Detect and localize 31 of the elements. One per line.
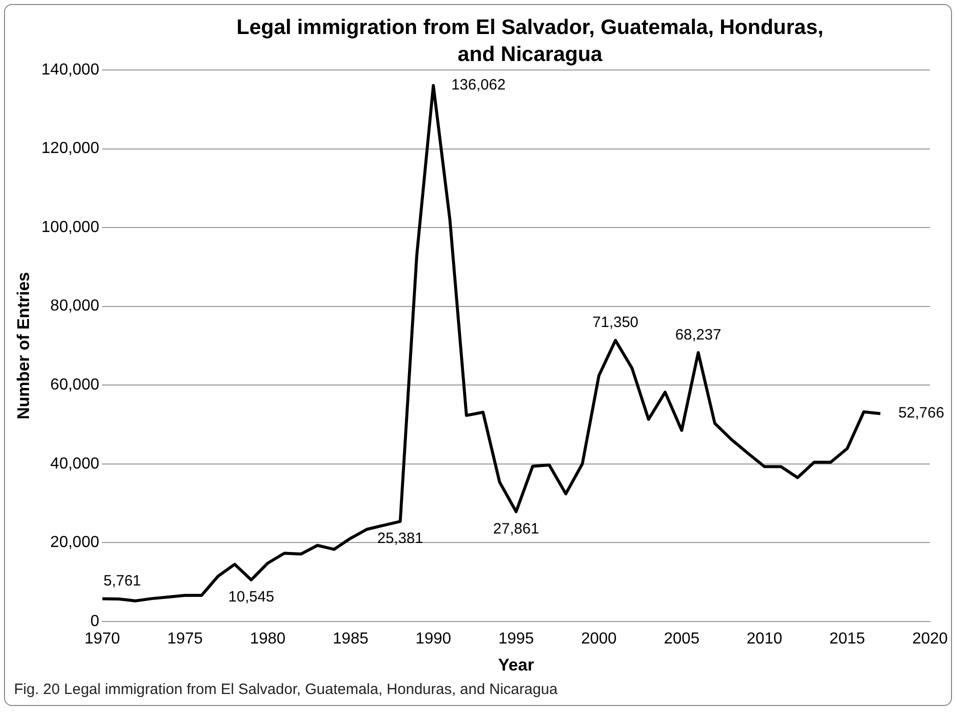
x-tick-label: 2010 <box>746 630 782 648</box>
y-tick-label: 140,000 <box>41 61 100 78</box>
y-tick-label: 100,000 <box>41 218 100 236</box>
y-tick-label: 0 <box>90 612 100 630</box>
data-label: 68,237 <box>675 326 722 344</box>
x-tick-label: 2020 <box>912 630 948 648</box>
y-tick-label: 40,000 <box>50 455 100 472</box>
chart-title: Legal immigration from El Salvador, Guatemala, Honduras, and Nicaragua <box>236 15 824 68</box>
x-tick-label: 2005 <box>664 630 700 648</box>
y-tick-label: 60,000 <box>50 376 100 394</box>
y-axis-title: Number of Entries <box>14 272 33 420</box>
data-label: 71,350 <box>592 314 638 332</box>
x-tick-label: 1980 <box>250 630 286 648</box>
x-tick-label: 1970 <box>84 630 120 648</box>
x-tick-label: 2000 <box>581 630 617 648</box>
y-tick-label: 120,000 <box>41 140 100 158</box>
data-label: 27,861 <box>493 520 540 538</box>
x-axis-title: Year <box>498 655 534 674</box>
x-tick-label: 1995 <box>498 630 534 648</box>
x-tick-label: 2015 <box>829 630 866 648</box>
data-label: 10,545 <box>228 588 274 606</box>
x-tick-label: 1990 <box>416 630 452 648</box>
data-label: 25,381 <box>377 530 424 548</box>
x-tick-label: 1985 <box>332 630 368 648</box>
y-tick-label: 20,000 <box>50 534 100 552</box>
caption: Fig. 20 Legal immigration from El Salvador, Guatemala, Honduras, and Nicaragua <box>14 681 558 698</box>
data-label: 136,062 <box>451 76 506 94</box>
y-tick-label: 80,000 <box>50 298 100 315</box>
x-tick-label: 1975 <box>167 630 203 648</box>
data-label: 52,766 <box>898 404 944 422</box>
data-label: 5,761 <box>103 572 142 590</box>
